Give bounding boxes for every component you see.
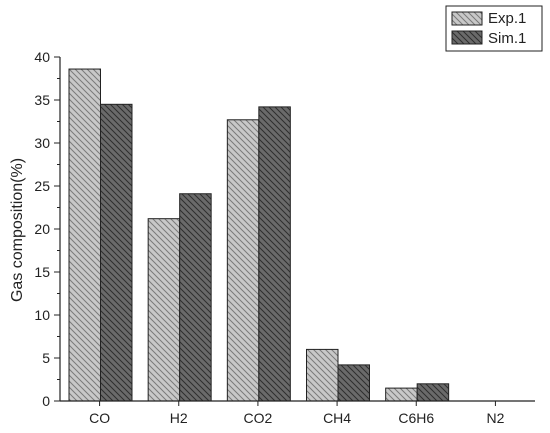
bars-layer	[68, 68, 450, 402]
legend-swatch-sim	[451, 30, 483, 45]
bar-sim1-co	[100, 103, 133, 402]
y-tick-label-10: 10	[34, 307, 50, 323]
legend-label-sim: Sim.1	[488, 30, 526, 47]
x-tick-label-n2: N2	[486, 410, 504, 426]
y-tick-label-30: 30	[34, 135, 50, 151]
x-tick-label-co2: CO2	[244, 410, 273, 426]
y-tick-label-5: 5	[42, 350, 50, 366]
axes-layer: CO H2 CO2 CH4 C6H6 N2 0 5 10 15 20 25 30 35 40	[34, 49, 535, 426]
bar-sim1-h2	[179, 193, 212, 402]
x-tick-label-ch4: CH4	[323, 410, 351, 426]
bar-exp1-ch4	[306, 348, 339, 402]
legend: Exp.1 Sim.1	[445, 5, 543, 52]
bar-exp1-h2	[147, 218, 181, 402]
y-tick-label-15: 15	[34, 264, 50, 280]
y-tick-label-35: 35	[34, 92, 50, 108]
y-tick-label-25: 25	[34, 178, 50, 194]
x-tick-label-c6h6: C6H6	[398, 410, 434, 426]
legend-swatch-exp	[451, 11, 483, 26]
bar-exp1-co	[68, 68, 101, 402]
y-axis-label: Gas composition(%)	[9, 158, 26, 302]
y-tick-label-20: 20	[34, 221, 50, 237]
bar-sim1-c6h6	[416, 383, 450, 402]
bar-exp1-c6h6	[385, 387, 418, 402]
x-tick-label-co: CO	[89, 410, 110, 426]
bar-sim1-co2	[258, 106, 291, 402]
bar-exp1-co2	[226, 119, 260, 402]
y-tick-label-0: 0	[42, 393, 50, 409]
legend-label-exp: Exp.1	[488, 10, 526, 27]
y-tick-label-40: 40	[34, 49, 50, 65]
bar-sim1-ch4	[337, 364, 370, 402]
x-tick-label-h2: H2	[170, 410, 188, 426]
